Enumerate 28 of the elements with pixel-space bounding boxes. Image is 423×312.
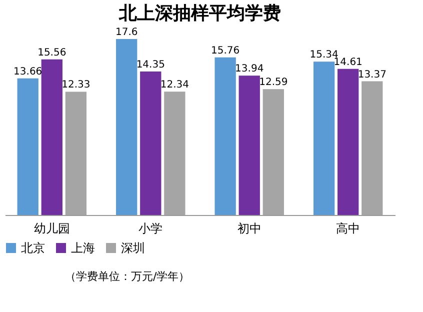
- bar: [214, 57, 236, 215]
- bar: [116, 39, 138, 215]
- data-label: 13.37: [358, 69, 386, 80]
- bar: [313, 62, 335, 215]
- data-label: 12.59: [259, 77, 288, 88]
- data-label: 12.34: [160, 80, 189, 91]
- bar: [140, 72, 162, 215]
- bar: [338, 68, 359, 215]
- x-tick-label: 小学: [138, 222, 163, 236]
- data-label: 13.66: [14, 66, 42, 78]
- data-label: 14.35: [136, 60, 165, 70]
- bar: [17, 78, 38, 215]
- text: （学费单位：万元/学年）: [65, 270, 190, 283]
- data-label: 13.94: [235, 64, 264, 75]
- data-label: 12.33: [62, 80, 90, 91]
- data-label: 17.6: [115, 27, 138, 38]
- legend-label: 北京: [21, 241, 45, 255]
- bar: [238, 76, 260, 215]
- x-tick-label: 高中: [336, 222, 360, 236]
- data-label: 15.76: [211, 45, 240, 56]
- data-label: 14.61: [334, 56, 362, 68]
- data-label: 15.56: [38, 47, 66, 58]
- legend-label: 上海: [71, 241, 95, 255]
- x-tick-label: 初中: [237, 222, 262, 236]
- legend-label: 深圳: [121, 241, 145, 255]
- x-tick-label: 幼儿园: [34, 222, 70, 236]
- bar: [41, 59, 62, 215]
- chart-title: 北上深抽样平均学费: [118, 3, 281, 24]
